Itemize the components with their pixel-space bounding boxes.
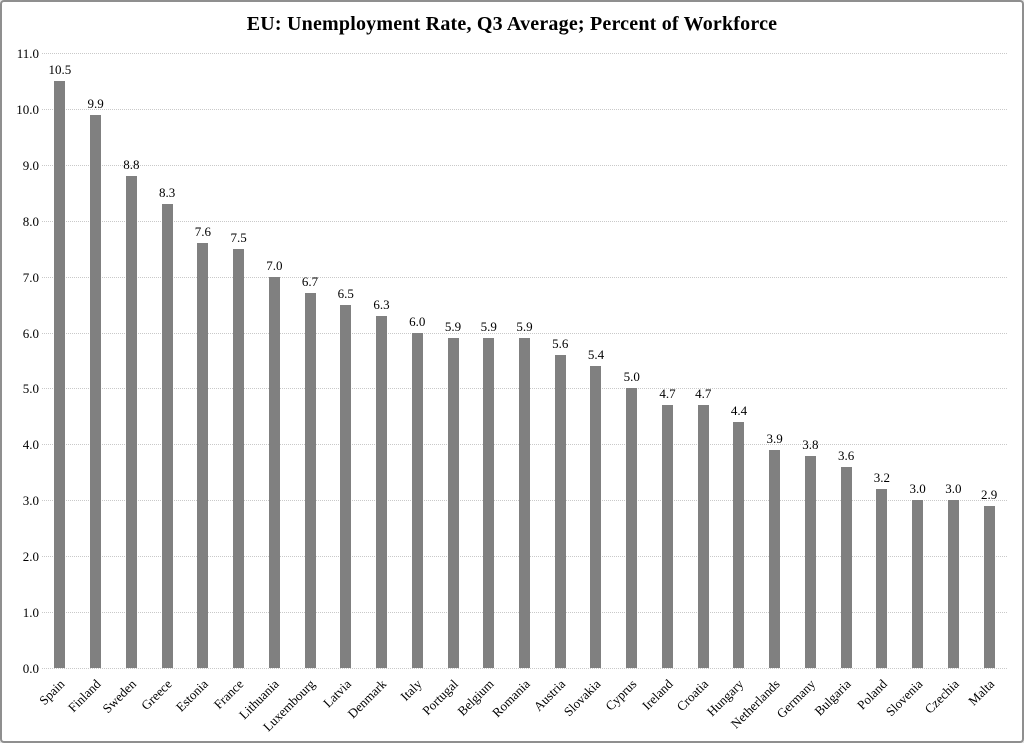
bar-value-label: 5.0 bbox=[623, 369, 640, 385]
bar bbox=[233, 248, 245, 668]
y-axis-tick-label: 7.0 bbox=[22, 269, 39, 285]
x-axis-category-label: Finland bbox=[64, 676, 104, 715]
bar bbox=[376, 315, 388, 668]
gridline bbox=[42, 220, 1007, 222]
bar-value-label: 7.5 bbox=[230, 229, 247, 245]
bar bbox=[54, 80, 66, 668]
y-axis-tick-label: 0.0 bbox=[22, 661, 39, 676]
bar bbox=[733, 422, 745, 668]
bar bbox=[90, 114, 102, 668]
bar bbox=[769, 449, 781, 668]
bar-value-label: 6.3 bbox=[373, 296, 390, 312]
bar-value-label: 8.8 bbox=[123, 157, 140, 172]
x-axis-category-label: Germany bbox=[773, 676, 819, 722]
bar-value-label: 4.7 bbox=[659, 386, 676, 402]
x-axis-category-label: Romania bbox=[488, 676, 533, 721]
x-axis-category-label: Italy bbox=[397, 676, 426, 704]
gridline bbox=[42, 332, 1007, 334]
bar bbox=[447, 338, 459, 668]
bar bbox=[554, 354, 566, 668]
bar bbox=[661, 405, 673, 668]
bar-value-label: 2.9 bbox=[981, 486, 998, 502]
bar-value-label: 5.9 bbox=[480, 319, 497, 335]
x-axis-category-label: Czechia bbox=[921, 676, 962, 717]
bar bbox=[626, 388, 638, 668]
x-axis-category-label: Slovakia bbox=[561, 676, 604, 720]
bar-value-label: 3.0 bbox=[909, 481, 926, 497]
y-axis-tick-label: 8.0 bbox=[22, 213, 39, 229]
bar-value-label: 6.0 bbox=[409, 313, 426, 329]
bar bbox=[411, 332, 423, 668]
x-axis-category-label: Malta bbox=[964, 676, 998, 709]
bar bbox=[983, 505, 995, 668]
y-axis-tick-label: 11.0 bbox=[16, 46, 39, 61]
y-axis-tick-label: 2.0 bbox=[22, 549, 39, 565]
bar bbox=[876, 489, 888, 668]
bar-value-label: 3.0 bbox=[945, 481, 962, 497]
bar bbox=[483, 338, 495, 668]
bar bbox=[125, 176, 137, 668]
x-axis-category-label: Sweden bbox=[99, 676, 140, 717]
bar-value-label: 4.7 bbox=[695, 386, 712, 402]
gridline bbox=[42, 668, 1007, 669]
bar bbox=[947, 500, 959, 668]
y-axis-tick-label: 4.0 bbox=[22, 437, 39, 453]
bar bbox=[912, 500, 924, 668]
bar bbox=[161, 203, 173, 668]
bar bbox=[304, 293, 316, 668]
bar-value-label: 5.6 bbox=[552, 335, 569, 351]
bar bbox=[697, 405, 709, 668]
bar-value-label: 3.2 bbox=[873, 470, 891, 486]
x-axis-category-label: Bulgaria bbox=[811, 676, 855, 719]
bar bbox=[840, 466, 852, 668]
gridline bbox=[42, 53, 1007, 54]
x-axis-category-label: Greece bbox=[138, 676, 175, 713]
bar-value-label: 10.5 bbox=[48, 61, 72, 77]
x-axis-category-label: Denmark bbox=[344, 676, 390, 722]
y-axis-tick-label: 9.0 bbox=[22, 157, 39, 173]
x-axis-category-label: Cyprus bbox=[602, 676, 640, 714]
bar-value-label: 8.3 bbox=[158, 184, 176, 200]
bar-value-label: 3.6 bbox=[838, 447, 855, 463]
y-axis-tick-label: 5.0 bbox=[22, 381, 39, 397]
y-axis-tick-label: 10.0 bbox=[16, 101, 39, 117]
bar-value-label: 4.4 bbox=[730, 403, 748, 418]
y-axis-tick-label: 1.0 bbox=[22, 605, 39, 621]
x-axis-category-label: Portugal bbox=[419, 676, 461, 719]
bar bbox=[268, 276, 280, 668]
bar bbox=[519, 338, 530, 668]
bar-value-label: 5.9 bbox=[516, 319, 533, 335]
chart-title: EU: Unemployment Rate, Q3 Average; Perce… bbox=[246, 13, 778, 35]
y-axis-tick-label: 6.0 bbox=[22, 325, 39, 341]
bar-value-label: 7.6 bbox=[194, 224, 211, 240]
gridline bbox=[42, 164, 1007, 166]
x-axis-category-label: Spain bbox=[36, 676, 68, 708]
gridline bbox=[42, 108, 1007, 110]
bar bbox=[804, 455, 816, 668]
bar-value-label: 3.8 bbox=[802, 436, 819, 452]
bar bbox=[590, 366, 602, 668]
bar-value-label: 3.9 bbox=[766, 430, 783, 446]
gridline bbox=[42, 276, 1007, 278]
bar-value-label: 9.9 bbox=[87, 95, 104, 111]
bar bbox=[340, 304, 352, 668]
bar-value-label: 7.0 bbox=[266, 257, 283, 273]
x-axis-category-label: Slovenia bbox=[882, 676, 926, 720]
bar-value-label: 5.9 bbox=[444, 319, 462, 335]
x-axis-category-label: Ireland bbox=[638, 676, 676, 713]
bar-value-label: 6.5 bbox=[337, 285, 354, 301]
bar-value-label: 6.7 bbox=[301, 274, 319, 290]
x-axis-category-label: Estonia bbox=[172, 676, 211, 715]
bar bbox=[197, 243, 209, 668]
y-axis-tick-label: 3.0 bbox=[22, 493, 39, 509]
x-axis-category-label: Belgium bbox=[454, 676, 497, 719]
bar-value-label: 5.4 bbox=[587, 347, 605, 363]
